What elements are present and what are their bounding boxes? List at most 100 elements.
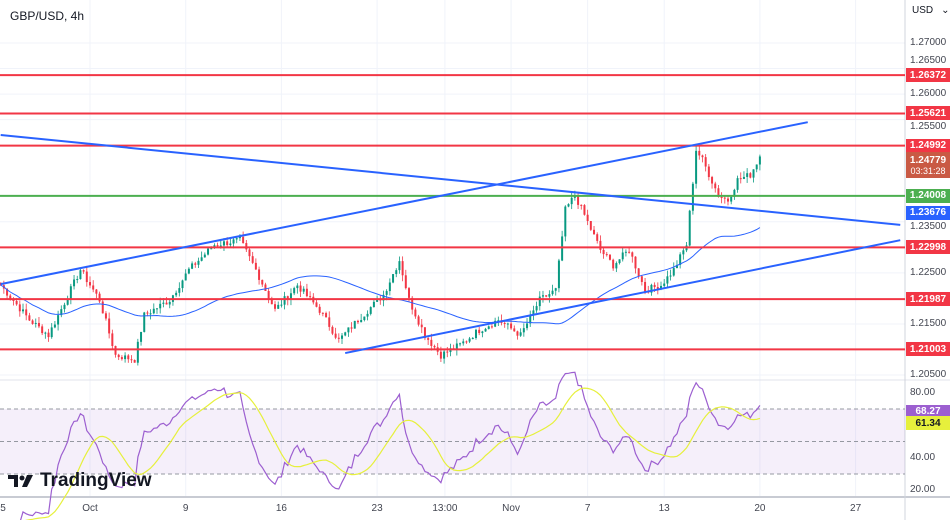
candle-body (682, 250, 685, 255)
ascending-channel-lower-line (345, 239, 901, 355)
candle-body (755, 164, 758, 170)
candle-body (513, 328, 516, 332)
candle-body (459, 343, 462, 345)
candle-body (538, 296, 541, 307)
candle-body (133, 360, 136, 363)
candle-body (117, 354, 120, 358)
price-tick-label: 1.20500 (910, 369, 947, 381)
candle-body (714, 183, 717, 189)
time-tick-label: Nov (502, 503, 520, 514)
candle-body (155, 308, 158, 310)
candle-body (334, 333, 337, 338)
level-price-label: 1.21003 (906, 342, 950, 357)
candle-body (462, 341, 465, 344)
candle-body (388, 282, 391, 292)
candle-body (350, 327, 353, 329)
candle-body (404, 275, 407, 289)
time-tick-label: 20 (754, 503, 766, 514)
currency-selector[interactable]: USD ⌄ (906, 0, 950, 20)
candle-body (672, 268, 675, 276)
logo-text: TradingView (40, 470, 152, 491)
candle-body (519, 332, 522, 336)
candle-body (366, 313, 369, 317)
candle-body (446, 351, 449, 353)
candle-body (210, 248, 213, 250)
price-tick-label: 1.25500 (910, 121, 947, 133)
candle-body (69, 286, 72, 300)
candle-body (471, 338, 474, 340)
candle-countdown: 03:31:28 (910, 165, 946, 176)
candle-body (433, 345, 436, 348)
candle-body (353, 320, 356, 329)
candle-body (299, 285, 302, 292)
candle-body (274, 304, 277, 309)
candle-body (420, 324, 423, 328)
candle-body (580, 204, 583, 206)
candle-body (663, 283, 666, 286)
candle-body (328, 317, 331, 327)
candle-body (583, 205, 586, 215)
ascending-channel-upper-line (0, 121, 808, 286)
candle-body (114, 345, 117, 355)
candle-body (707, 166, 710, 178)
candle-body (120, 357, 123, 360)
candle-body (356, 320, 359, 323)
price-tick-label: 1.23500 (910, 220, 947, 232)
candle-body (143, 312, 146, 332)
candle-body (264, 284, 267, 291)
candle-body (624, 251, 627, 253)
candle-body (31, 320, 34, 324)
candle-body (331, 326, 334, 334)
current-price: 1.24779 (909, 154, 947, 166)
candle-body (535, 306, 538, 311)
candle-body (60, 309, 63, 316)
candle-body (376, 298, 379, 302)
time-tick-label: 7 (584, 503, 591, 514)
candle-body (701, 155, 704, 158)
price-tick-label: 1.21500 (910, 317, 947, 329)
candle-body (640, 276, 643, 282)
candle-body (557, 260, 560, 289)
time-tick-label: 23 (371, 503, 383, 514)
rsi-tick-label: 40.00 (910, 451, 936, 463)
candle-body (474, 329, 477, 339)
candle-body (704, 157, 707, 167)
candle-body (548, 294, 551, 297)
candle-body (6, 288, 9, 296)
candle-body (522, 328, 525, 333)
candle-body (302, 288, 305, 292)
candle-body (660, 285, 663, 290)
time-tick-label: Oct (82, 503, 98, 514)
candle-body (187, 268, 190, 274)
candle-body (251, 256, 254, 263)
candle-body (53, 324, 56, 328)
candle-body (254, 262, 257, 270)
candle-body (423, 327, 426, 339)
currency-label: USD (912, 4, 934, 16)
candle-body (490, 326, 493, 328)
candle-body (644, 281, 647, 292)
candle-body (481, 331, 484, 334)
candle-body (159, 303, 162, 309)
candle-body (723, 197, 726, 199)
candle-body (325, 313, 328, 318)
candle-body (650, 284, 653, 293)
candle-body (599, 240, 602, 250)
candle-body (66, 299, 69, 305)
time-tick-label: 13:00 (432, 503, 458, 514)
candle-body (15, 300, 18, 305)
candle-body (108, 318, 111, 334)
candle-body (146, 312, 149, 314)
candle-body (111, 333, 114, 346)
candle-body (730, 196, 733, 202)
candle-body (181, 280, 184, 289)
candle-body (200, 257, 203, 261)
candle-body (506, 323, 509, 325)
candle-body (360, 320, 363, 323)
candle-body (168, 301, 171, 305)
candle-body (564, 206, 567, 237)
tradingview-logo: TradingView (8, 470, 152, 492)
candle-body (586, 214, 589, 221)
price-tick-label: 1.26500 (910, 55, 947, 67)
